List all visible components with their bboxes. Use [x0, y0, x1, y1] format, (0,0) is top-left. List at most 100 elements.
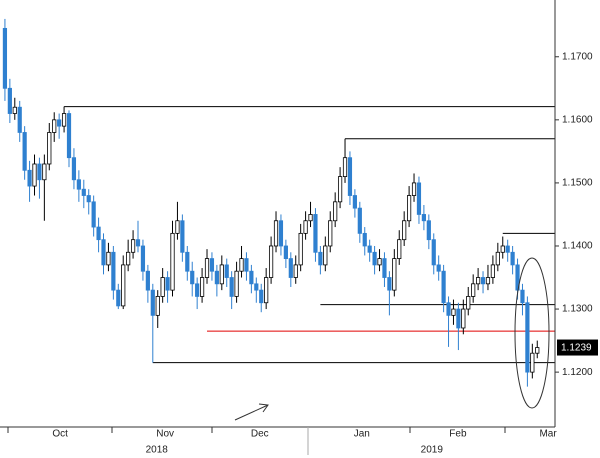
- candle-body: [283, 245, 288, 259]
- candle-body: [7, 87, 12, 114]
- month-boundaries: [7, 427, 506, 455]
- candle-body: [32, 163, 37, 187]
- x-tick-label: Jan: [354, 429, 370, 440]
- last-price-label: 1.1239: [561, 343, 592, 354]
- y-tick-label: 1.1200: [562, 367, 593, 378]
- candle-body: [525, 302, 530, 373]
- candle-body: [382, 258, 387, 278]
- candle-body: [224, 264, 229, 278]
- candle-body: [451, 308, 456, 316]
- candle-body: [471, 283, 476, 297]
- candle-body: [485, 277, 491, 285]
- candle-body: [219, 264, 224, 285]
- candle-body: [480, 277, 486, 285]
- candle-body: [155, 296, 160, 316]
- candle-body: [150, 289, 155, 316]
- candle-body: [170, 232, 175, 291]
- x-tick-label: Dec: [251, 429, 269, 440]
- last-price-box: [557, 339, 598, 356]
- y-tick-label: 1.1700: [562, 51, 593, 62]
- candle-body: [308, 214, 313, 222]
- candle-body: [52, 119, 57, 133]
- candle-body: [190, 270, 195, 285]
- candle-body: [426, 220, 431, 241]
- candle-body: [204, 258, 210, 278]
- candle-body: [234, 270, 239, 297]
- candle-body: [342, 157, 348, 178]
- candle-body: [199, 277, 205, 297]
- candle-body: [96, 226, 101, 241]
- candle-body: [387, 277, 392, 291]
- candle-body: [495, 251, 500, 266]
- candle-body: [520, 289, 525, 304]
- candle-body: [411, 182, 417, 196]
- x-tick-label: Nov: [156, 429, 174, 440]
- candle-body: [490, 264, 495, 278]
- candle-body: [209, 258, 215, 272]
- candle-body: [535, 347, 540, 354]
- candle-body: [318, 251, 323, 266]
- candle-body: [126, 251, 131, 266]
- candle-body: [116, 289, 121, 307]
- candle-body: [273, 220, 279, 247]
- candle-body: [111, 251, 116, 291]
- candle-body: [278, 220, 284, 247]
- candle-body: [106, 251, 111, 266]
- candle-body: [367, 245, 372, 253]
- candle-body: [298, 232, 303, 266]
- candle-body: [505, 245, 510, 253]
- candle-body: [145, 270, 150, 291]
- candle-body: [328, 220, 333, 247]
- candle-body: [431, 239, 436, 266]
- candle-body: [130, 239, 136, 253]
- candle-body: [357, 207, 362, 234]
- year-label: 2019: [421, 445, 444, 456]
- arrow: [234, 403, 269, 421]
- candle-body: [402, 220, 407, 241]
- candle-body: [254, 283, 259, 291]
- candle-body: [436, 264, 441, 272]
- highlight-ellipse: [514, 257, 550, 409]
- candle-body: [397, 239, 402, 259]
- candle-body: [392, 258, 397, 291]
- candle-body: [57, 119, 62, 127]
- candle-body: [12, 106, 17, 114]
- candle-body: [441, 270, 446, 304]
- candle-body: [76, 179, 81, 190]
- candle-body: [337, 176, 343, 203]
- candle-body: [466, 296, 471, 310]
- candle-body: [510, 251, 515, 266]
- candle-body: [121, 264, 126, 307]
- candle-body: [101, 239, 106, 266]
- candle-body: [185, 251, 190, 272]
- candle-body: [165, 277, 170, 291]
- candle-body: [416, 182, 422, 215]
- year-label: 2018: [146, 445, 169, 456]
- x-tick-label: Mar: [539, 429, 557, 440]
- candle-body: [446, 302, 451, 316]
- candle-body: [500, 245, 505, 253]
- candle-body: [313, 214, 318, 253]
- candle-body: [456, 308, 461, 329]
- candle-body: [61, 113, 67, 127]
- candle-body: [175, 220, 180, 234]
- y-tick-label: 1.1400: [562, 241, 593, 252]
- candle-body: [239, 258, 244, 272]
- candle-body: [347, 157, 353, 196]
- plot-area: [2, 18, 555, 387]
- x-tick-label: Oct: [52, 429, 68, 440]
- candle-body: [303, 220, 308, 234]
- candle-body: [249, 270, 254, 285]
- candle-body: [323, 245, 328, 266]
- candle-body: [333, 201, 338, 222]
- candle-body: [372, 251, 377, 266]
- candle-body: [259, 289, 264, 304]
- candle-body: [71, 157, 77, 181]
- candle-body: [27, 169, 32, 187]
- candle-body: [214, 270, 219, 285]
- candle-body: [293, 264, 298, 278]
- candle-body: [264, 277, 269, 304]
- candle-body: [288, 258, 293, 278]
